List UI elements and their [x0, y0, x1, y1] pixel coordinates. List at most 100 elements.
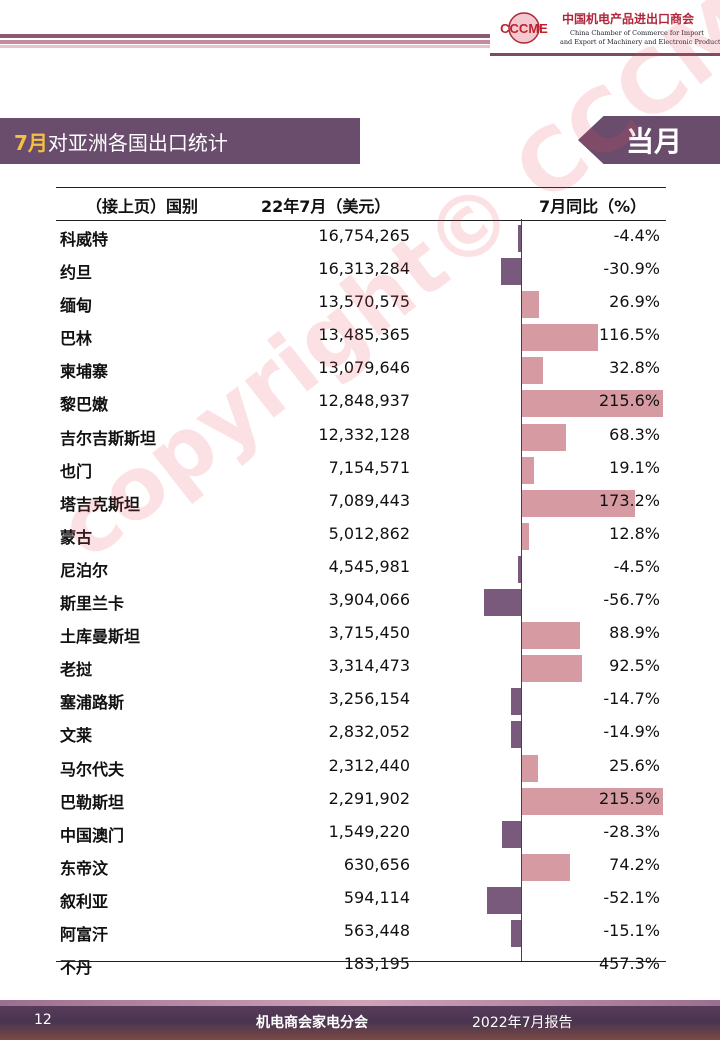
table-row: 吉尔吉斯斯坦 12,332,128 68.3%: [56, 420, 666, 453]
country-name: 也门: [60, 461, 93, 481]
export-value: 16,754,265: [318, 226, 410, 245]
yoy-percent: 74.2%: [609, 854, 660, 874]
table-row: 蒙古 5,012,862 12.8%: [56, 519, 666, 552]
table-row: 柬埔寨 13,079,646 32.8%: [56, 353, 666, 386]
yoy-bar: [486, 886, 521, 914]
export-value: 4,545,981: [328, 556, 410, 576]
export-value: 3,256,154: [328, 689, 410, 709]
svg-text:CCCME: CCCME: [500, 21, 548, 36]
header-decorative-band: [0, 34, 490, 48]
yoy-percent: 32.8%: [609, 358, 660, 378]
table-bottom-rule: [56, 961, 666, 962]
yoy-bar: [483, 589, 521, 617]
country-name: 塔吉克斯坦: [60, 494, 141, 514]
yoy-percent: -15.1%: [603, 920, 660, 940]
section-title-text: 对亚洲各国出口统计: [47, 130, 228, 155]
logo-english-line1: China Chamber of Commerce for Import: [570, 29, 704, 37]
country-name: 中国澳门: [60, 825, 125, 845]
country-name: 马尔代夫: [60, 759, 125, 779]
yoy-bar: [518, 555, 521, 583]
country-name: 蒙古: [60, 527, 93, 547]
export-value: 5,012,862: [328, 523, 410, 543]
yoy-percent: 457.3%: [598, 954, 660, 974]
table-row: 阿富汗 563,448 -15.1%: [56, 916, 666, 949]
export-value: 16,313,284: [318, 259, 410, 279]
yoy-percent: -52.1%: [603, 887, 660, 907]
export-value: 2,291,902: [328, 788, 410, 808]
section-title-month: 7月: [14, 130, 48, 155]
country-name: 老挝: [60, 660, 93, 680]
yoy-bar: [502, 820, 521, 848]
table-row: 约旦 16,313,284 -30.9%: [56, 254, 666, 287]
table-row: 塔吉克斯坦 7,089,443 173.2%: [56, 486, 666, 519]
footer: 12 机电商会家电分会 2022年7月报告: [0, 1000, 720, 1040]
table-row: 文莱 2,832,052 -14.9%: [56, 717, 666, 750]
export-value: 13,079,646: [318, 358, 410, 378]
table-body: 科威特 16,754,265 -4.4% 约旦 16,313,284 -30.9% 缅甸 13…: [56, 221, 666, 982]
export-value: 2,832,052: [328, 722, 410, 742]
yoy-bar: [521, 423, 566, 451]
table-row: 黎巴嫩 12,848,937 215.6%: [56, 386, 666, 419]
header-country: （接上页）国别: [86, 197, 199, 216]
table-row: 塞浦路斯 3,256,154 -14.7%: [56, 684, 666, 717]
table-row: 斯里兰卡 3,904,066 -56.7%: [56, 585, 666, 618]
yoy-percent: 26.9%: [609, 292, 660, 312]
export-value: 3,904,066: [328, 590, 410, 610]
yoy-bar: [511, 919, 521, 947]
country-name: 尼泊尔: [60, 560, 109, 580]
country-name: 吉尔吉斯斯坦: [60, 428, 157, 448]
export-value: 630,656: [343, 854, 410, 874]
export-value: 3,715,450: [328, 623, 410, 643]
table-row: 也门 7,154,571 19.1%: [56, 453, 666, 486]
yoy-percent: 173.2%: [598, 490, 660, 510]
page-number: 12: [34, 1012, 52, 1028]
yoy-bar: [511, 721, 521, 749]
export-value: 13,485,365: [318, 325, 410, 345]
country-name: 科威特: [60, 230, 109, 249]
table-row: 中国澳门 1,549,220 -28.3%: [56, 817, 666, 850]
yoy-bar: [521, 522, 530, 550]
export-value: 183,195: [343, 954, 410, 974]
header-yoy: 7月同比（%）: [539, 197, 647, 216]
yoy-percent: 215.5%: [598, 788, 660, 808]
header-value: 22年7月（美元）: [261, 197, 391, 216]
yoy-bar: [521, 357, 543, 385]
export-value: 12,332,128: [318, 424, 410, 444]
export-value: 12,848,937: [318, 391, 410, 411]
yoy-percent: 12.8%: [609, 523, 660, 543]
country-name: 缅甸: [60, 296, 93, 316]
yoy-percent: -30.9%: [603, 259, 660, 279]
table-row: 马尔代夫 2,312,440 25.6%: [56, 751, 666, 784]
footer-org: 机电商会家电分会: [256, 1015, 368, 1031]
country-name: 柬埔寨: [60, 362, 109, 382]
yoy-percent: 92.5%: [609, 656, 660, 676]
export-value: 2,312,440: [328, 755, 410, 775]
table-row: 不丹 183,195 457.3%: [56, 949, 666, 982]
country-name: 巴林: [60, 329, 93, 349]
yoy-bar: [521, 622, 580, 650]
yoy-percent: 215.6%: [598, 391, 660, 411]
yoy-bar: [521, 291, 539, 319]
cccme-logo: CCCME 中国机电产品进出口商会 China Chamber of Comme…: [490, 0, 720, 56]
footer-report: 2022年7月报告: [472, 1015, 573, 1031]
table-row: 巴勒斯坦 2,291,902 215.5%: [56, 784, 666, 817]
country-name: 约旦: [60, 263, 93, 283]
country-name: 东帝汶: [60, 858, 109, 878]
export-value: 13,570,575: [318, 292, 410, 312]
export-value: 563,448: [343, 920, 410, 940]
table-header: （接上页）国别 22年7月（美元） 7月同比（%）: [56, 187, 666, 221]
yoy-bar: [521, 390, 663, 418]
country-name: 阿富汗: [60, 924, 109, 944]
yoy-bar: [518, 225, 521, 252]
table-row: 叙利亚 594,114 -52.1%: [56, 883, 666, 916]
yoy-bar: [521, 324, 598, 352]
country-name: 塞浦路斯: [60, 693, 125, 713]
yoy-percent: 88.9%: [609, 623, 660, 643]
period-tag-label: 当月: [625, 125, 682, 158]
country-name: 叙利亚: [60, 891, 109, 911]
export-value: 594,114: [343, 887, 410, 907]
table-row: 东帝汶 630,656 74.2%: [56, 850, 666, 883]
yoy-bar: [521, 489, 636, 517]
table-row: 科威特 16,754,265 -4.4%: [56, 221, 666, 254]
yoy-bar: [521, 655, 582, 683]
